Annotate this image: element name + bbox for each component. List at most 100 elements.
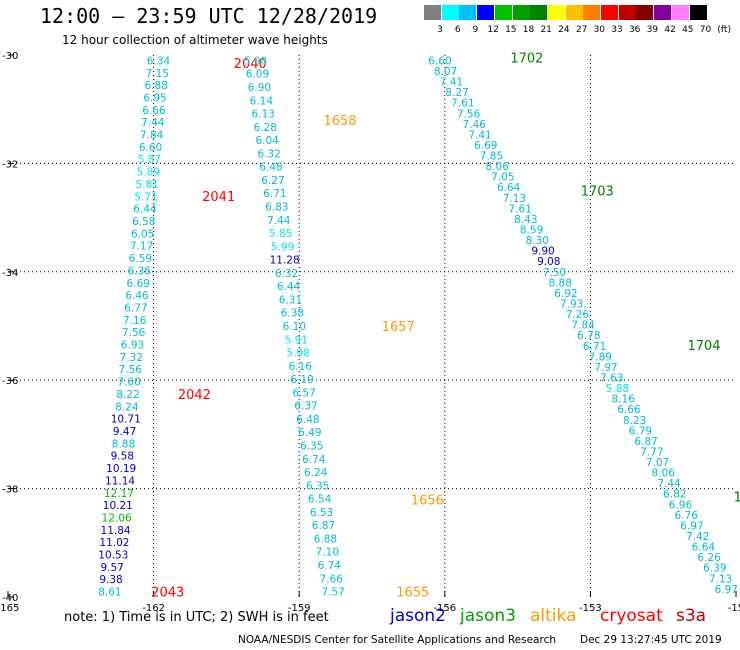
wave-height-value: 6.34 bbox=[147, 55, 171, 67]
pass-time-label: 2040 bbox=[234, 57, 267, 72]
wave-height-value: 7.13 bbox=[709, 573, 732, 585]
scale-label: 12 bbox=[487, 25, 499, 35]
wave-height-value: 10.71 bbox=[111, 414, 141, 426]
scale-label: 9 bbox=[472, 25, 479, 35]
pass-time-label: 1658 bbox=[323, 114, 356, 129]
wave-height-value: 6.87 bbox=[312, 520, 335, 532]
wave-height-value: 6.53 bbox=[310, 507, 333, 519]
wave-height-value: 8.06 bbox=[652, 468, 676, 480]
wave-height-value: 7.05 bbox=[491, 172, 514, 184]
wave-height-value: 5.85 bbox=[269, 228, 292, 240]
y-tick-label: -40 bbox=[2, 593, 18, 604]
scale-label: 24 bbox=[558, 25, 570, 35]
wave-height-value: 10.19 bbox=[106, 463, 136, 475]
pass-time-label: 1657 bbox=[382, 320, 415, 335]
pass-time-label: 2043 bbox=[151, 586, 184, 601]
scale-unit: (ft) bbox=[717, 25, 731, 35]
legend-s3a: s3a bbox=[676, 606, 707, 626]
scale-swatch bbox=[654, 5, 672, 20]
wave-height-value: 8.06 bbox=[486, 161, 510, 173]
x-tick-label: -153 bbox=[579, 603, 602, 614]
wave-height-value: 7.63 bbox=[600, 372, 623, 384]
wave-height-value: 6.32 bbox=[257, 148, 280, 160]
wave-height-value: 6.69 bbox=[474, 140, 497, 152]
wave-height-value: 6.60 bbox=[428, 55, 451, 67]
wave-height-value: 8.59 bbox=[520, 225, 543, 237]
wave-height-value: 6.05 bbox=[131, 228, 154, 240]
scale-swatch bbox=[636, 5, 654, 20]
y-tick-label: -32 bbox=[2, 159, 18, 170]
pass-time-label: 17 bbox=[734, 491, 740, 506]
pass-time-label: 2042 bbox=[178, 388, 211, 403]
wave-height-value: 12.17 bbox=[104, 488, 134, 500]
scale-label: 45 bbox=[682, 25, 694, 35]
footer-note: note: 1) Time is in UTC; 2) SWH is in fe… bbox=[64, 610, 329, 625]
wave-height-value: 5.81 bbox=[135, 179, 158, 191]
wave-height-value: 6.31 bbox=[279, 294, 302, 306]
footer-credit: NOAA/NESDIS Center for Satellite Applica… bbox=[238, 634, 556, 646]
wave-height-value: 8.24 bbox=[115, 401, 139, 413]
wave-height-value: 8.88 bbox=[549, 277, 572, 289]
wave-height-value: 6.10 bbox=[283, 321, 306, 333]
scale-label: 36 bbox=[628, 25, 641, 35]
wave-height-value: 7.66 bbox=[320, 573, 344, 585]
wave-height-value: 9.57 bbox=[100, 562, 123, 574]
wave-height-value: 7.41 bbox=[440, 77, 463, 89]
wave-height-value: 7.57 bbox=[321, 587, 344, 599]
wave-height-value: 6.60 bbox=[139, 142, 162, 154]
wave-height-value: 6.97 bbox=[715, 584, 738, 596]
wave-height-value: 8.23 bbox=[623, 415, 646, 427]
wave-height-value: 10.53 bbox=[98, 550, 128, 562]
wave-height-value: 7.56 bbox=[457, 108, 481, 120]
y-tick-label: -36 bbox=[2, 376, 18, 387]
wave-height-value: 7.15 bbox=[146, 68, 169, 80]
pass-time-label: 1702 bbox=[510, 52, 543, 67]
wave-height-value: 8.30 bbox=[526, 235, 549, 247]
wave-height-value: 8.27 bbox=[445, 87, 468, 99]
wave-height-value: 6.66 bbox=[617, 404, 641, 416]
scale-label: 18 bbox=[522, 25, 535, 35]
wave-height-value: 7.32 bbox=[120, 352, 143, 364]
wave-height-value: 12.06 bbox=[102, 512, 132, 524]
wave-height-value: 7.85 bbox=[480, 151, 503, 163]
scale-label: 42 bbox=[664, 25, 676, 35]
wave-height-value: 6.59 bbox=[129, 253, 152, 265]
legend-jason3: jason3 bbox=[460, 606, 516, 626]
wave-height-value: 11.02 bbox=[99, 537, 129, 549]
scale-swatch bbox=[530, 5, 548, 20]
scale-swatch bbox=[441, 5, 459, 20]
scale-swatch bbox=[494, 5, 512, 20]
page-title: 12:00 – 23:59 UTC 12/28/2019 bbox=[40, 4, 378, 28]
wave-height-value: 6.35 bbox=[306, 480, 329, 492]
scale-swatch bbox=[671, 5, 689, 20]
wave-height-value: 7.07 bbox=[646, 457, 669, 469]
y-tick-label: -30 bbox=[2, 51, 18, 62]
wave-height-value: 6.35 bbox=[300, 441, 323, 453]
wave-height-value: 8.22 bbox=[116, 389, 139, 401]
wave-height-value: 6.38 bbox=[281, 308, 304, 320]
wave-height-value: 5.91 bbox=[285, 334, 308, 346]
wave-height-value: 6.44 bbox=[277, 281, 301, 293]
scale-label: 3 bbox=[437, 25, 443, 35]
wave-height-value: 6.14 bbox=[250, 95, 274, 107]
wave-height-value: 9.90 bbox=[531, 246, 554, 258]
wave-height-value: 6.88 bbox=[314, 533, 337, 545]
wave-height-value: 6.36 bbox=[128, 265, 152, 277]
scale-label: 39 bbox=[646, 25, 659, 35]
wave-height-value: 8.61 bbox=[98, 587, 121, 599]
wave-height-value: 7.77 bbox=[640, 446, 663, 458]
wave-height-value: 5.98 bbox=[244, 55, 267, 67]
wave-height-value: 7.60 bbox=[117, 377, 140, 389]
wave-height-value: 6.48 bbox=[259, 162, 282, 174]
y-tick-label: -38 bbox=[2, 485, 18, 496]
wave-height-value: 6.93 bbox=[121, 340, 144, 352]
wave-height-value: 6.77 bbox=[124, 302, 147, 314]
wave-height-value: 6.71 bbox=[263, 188, 286, 200]
wave-height-value: 7.61 bbox=[508, 203, 531, 215]
wave-height-value: 11.28 bbox=[270, 255, 300, 267]
pass-time-label: 1703 bbox=[581, 185, 614, 200]
wave-height-value: 6.26 bbox=[697, 552, 721, 564]
wave-height-value: 7.56 bbox=[122, 327, 146, 339]
wave-height-value: 6.97 bbox=[680, 520, 703, 532]
wave-height-value: 6.27 bbox=[261, 175, 284, 187]
